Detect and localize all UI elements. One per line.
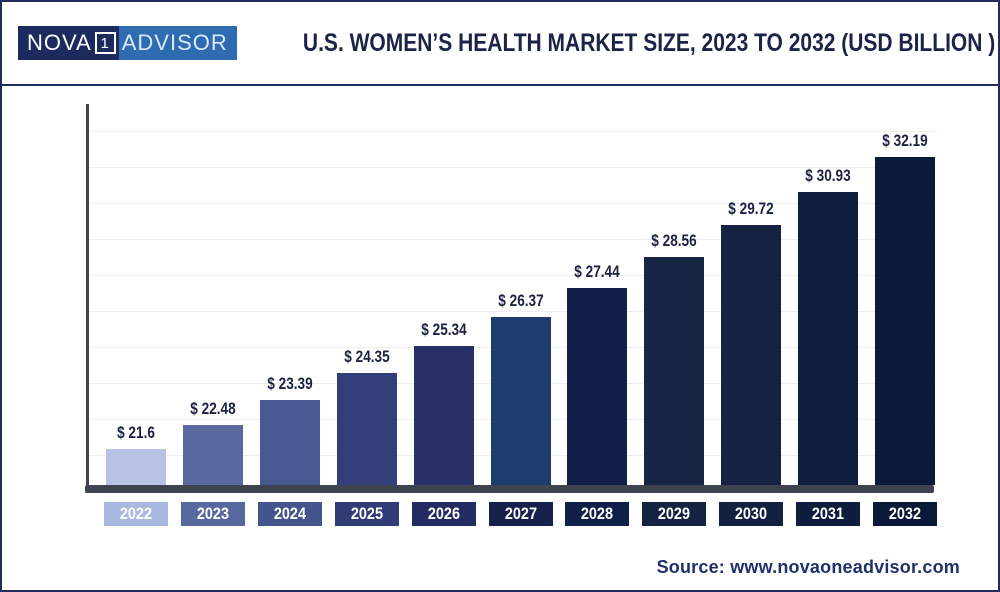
- bar-2025: [337, 373, 397, 485]
- bar-2028: [567, 288, 627, 485]
- x-tick-2022: 2022: [104, 502, 168, 526]
- bar-2022: [106, 449, 166, 485]
- bar-value-label-2029: $ 28.56: [651, 231, 697, 250]
- x-axis-line: [85, 485, 934, 493]
- novaone-advisor-logo: NOVA 1 ADVISOR: [18, 26, 237, 60]
- x-tick-2024: 2024: [258, 502, 322, 526]
- bar-value-label-2024: $ 23.39: [267, 374, 313, 393]
- x-tick-2026: 2026: [412, 502, 476, 526]
- bar-value-label-2026: $ 25.34: [421, 320, 467, 339]
- x-tick-2027: 2027: [489, 502, 553, 526]
- bar-2027: [491, 317, 551, 485]
- x-tick-2023: 2023: [181, 502, 245, 526]
- x-tick-2032: 2032: [873, 502, 937, 526]
- logo-advisor-segment: ADVISOR: [118, 26, 237, 60]
- bar-value-label-2022: $ 21.6: [117, 423, 155, 442]
- logo-boxed-one-icon: 1: [94, 32, 116, 54]
- gridline: [89, 203, 937, 204]
- bar-2032: [875, 157, 935, 485]
- x-tick-2031: 2031: [796, 502, 860, 526]
- x-tick-2025: 2025: [335, 502, 399, 526]
- y-axis-line: [86, 104, 89, 493]
- bar-value-label-2027: $ 26.37: [498, 291, 544, 310]
- bar-2029: [644, 257, 704, 485]
- bar-2030: [721, 225, 781, 485]
- gridline: [89, 275, 937, 276]
- bar-value-label-2030: $ 29.72: [728, 199, 774, 218]
- bar-2023: [183, 425, 243, 485]
- bar-value-label-2032: $ 32.19: [882, 131, 928, 150]
- gridline: [89, 239, 937, 240]
- logo-text-one: 1: [100, 34, 110, 52]
- logo-nova-segment: NOVA 1: [18, 26, 119, 60]
- gridline: [89, 131, 937, 132]
- source-attribution: Source: www.novaoneadvisor.com: [656, 557, 960, 577]
- logo-text-nova: NOVA: [27, 30, 92, 55]
- bar-value-label-2023: $ 22.48: [190, 399, 236, 418]
- x-tick-2028: 2028: [565, 502, 629, 526]
- x-tick-2029: 2029: [642, 502, 706, 526]
- page-title: U.S. WOMEN’S HEALTH MARKET SIZE, 2023 TO…: [302, 28, 996, 57]
- header: NOVA 1 ADVISOR U.S. WOMEN’S HEALTH MARKE…: [2, 2, 998, 86]
- x-tick-2030: 2030: [719, 502, 783, 526]
- bar-value-label-2031: $ 30.93: [805, 166, 851, 185]
- bar-2024: [260, 400, 320, 485]
- gridline: [89, 311, 937, 312]
- bar-value-label-2025: $ 24.35: [344, 347, 390, 366]
- gridline: [89, 167, 937, 168]
- bar-2026: [414, 346, 474, 485]
- logo-text-advisor: ADVISOR: [121, 30, 228, 55]
- bar-2031: [798, 192, 858, 485]
- bar-value-label-2028: $ 27.44: [574, 262, 620, 281]
